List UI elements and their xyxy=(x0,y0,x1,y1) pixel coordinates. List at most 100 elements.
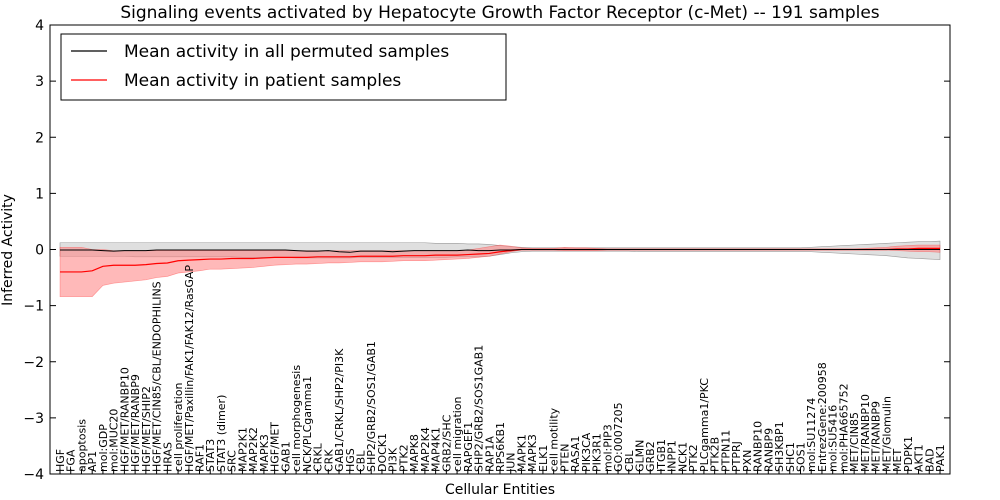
x-tick-label: NCK/PLCgamma1 xyxy=(301,376,314,472)
x-tick-label: HGF/MET/RANBP10 xyxy=(118,367,131,472)
x-tick-label: ELK1 xyxy=(537,445,550,472)
x-tick-label: HGS xyxy=(344,448,357,472)
x-tick-label: CBL xyxy=(354,450,367,472)
axes: −4 −3 −2 −1 0 1 2 3 4 xyxy=(23,18,951,483)
y-tick-label: 4 xyxy=(35,18,44,34)
x-tick-label: PLCgamma1/PKC xyxy=(698,378,711,472)
x-tick-label: mol:PIP3 xyxy=(601,424,614,472)
x-tick-label: EntrezGene:200958 xyxy=(816,362,829,472)
x-tick-label: MAP2K1 xyxy=(236,427,249,472)
legend-label-patient: Mean activity in patient samples xyxy=(124,71,401,91)
x-tick-label: GLMN xyxy=(634,440,647,472)
x-tick-label: HGF xyxy=(54,449,67,472)
x-tick-label: RASA1 xyxy=(569,436,582,472)
x-tick-label: CRK xyxy=(322,449,335,472)
x-tick-label: mol:PHA665752 xyxy=(837,383,850,472)
x-tick-label: SHC1 xyxy=(784,442,797,472)
y-tick-label: −4 xyxy=(23,467,44,483)
x-tick-label: RANBP10 xyxy=(752,421,765,472)
x-tick-label: ITGB1 xyxy=(655,439,668,472)
x-tick-label: HGF/MET/CIN85/CBL/ENDOPHILINS xyxy=(151,281,164,472)
x-tick-label: RANBP9 xyxy=(762,428,775,472)
x-tick-label: PIK3R1 xyxy=(591,433,604,472)
x-tick-label: MET/RANBP9 xyxy=(870,401,883,472)
y-axis-label: Inferred Activity xyxy=(0,194,16,306)
legend-box xyxy=(60,33,507,101)
x-tick-label: RAF1 xyxy=(194,444,207,472)
x-tick-label: SOS1 xyxy=(794,442,807,472)
x-tick-label: cell motility xyxy=(548,407,561,472)
x-tick-label: MET/CIN85 xyxy=(848,412,861,472)
x-tick-label: STAT3 xyxy=(204,439,217,472)
x-tick-label: SH3KBP1 xyxy=(773,421,786,472)
x-tick-label: cell proliferation xyxy=(172,382,185,472)
x-tick-label: GRB2/SHC xyxy=(440,414,453,472)
x-tick-label: MET xyxy=(891,449,904,472)
x-tick-label: HGF/MET xyxy=(269,422,282,472)
x-tick-label: mol:SU11274 xyxy=(805,398,818,472)
x-tick-label: PTEN xyxy=(558,443,571,472)
x-tick-label: RAP1A xyxy=(483,436,496,472)
x-tick-label: apoptosis xyxy=(75,419,88,472)
x-tick-label: PTK2 xyxy=(687,444,700,472)
x-tick-label: SHP2/GRB2/SOS1GAB1 xyxy=(473,345,486,472)
y-tick-label: −3 xyxy=(23,411,44,427)
x-tick-label: mol:SU5416 xyxy=(827,405,840,472)
y-tick-label: 3 xyxy=(35,74,44,90)
x-tick-label: CBL xyxy=(623,450,636,472)
x-tick-label: MET/RANBP10 xyxy=(859,394,872,472)
x-tick-label: PAK1 xyxy=(934,444,947,472)
x-tick-label: GAB1 xyxy=(279,441,292,472)
x-tick-label: MAPK3 xyxy=(258,434,271,472)
x-tick-label: GAB1/CRKL/SHP2/PI3K xyxy=(333,348,346,472)
x-tick-label: PIK3CA xyxy=(580,432,593,472)
x-tick-label: GO:0007205 xyxy=(612,402,625,472)
x-tick-label: MAP2K4 xyxy=(419,427,432,472)
x-tick-label: PTPN11 xyxy=(719,430,732,472)
x-tick-label: PI3K xyxy=(387,447,400,472)
x-tick-label: HGF/MET/RANBP9 xyxy=(129,374,142,472)
x-tick-label: HGF/MET/SHIP2 xyxy=(140,386,153,472)
x-tick-label: BAD xyxy=(923,448,936,472)
x-tick-label: INPP1 xyxy=(666,440,679,472)
x-tick-label: NCK1 xyxy=(676,442,689,472)
x-axis-label: Cellular Entities xyxy=(445,482,555,498)
x-tick-label: PXN xyxy=(741,450,754,472)
x-tick-label: SHP2/GRB2/SOS1/GAB1 xyxy=(365,341,378,472)
x-tick-label: HRAS xyxy=(161,442,174,472)
x-tick-label: MAPK1 xyxy=(515,434,528,472)
x-tick-label: JUN xyxy=(505,452,518,473)
x-tick-label: MET/Glomulin xyxy=(880,396,893,472)
x-tick-label: mol:MUC20 xyxy=(108,409,121,472)
permuted-mean-line xyxy=(60,249,940,253)
x-tick-label: MAPK3 xyxy=(526,434,539,472)
category-labels: HGFFGAapoptosisAP1mol:GDPmol:MUC20HGF/ME… xyxy=(54,265,947,473)
y-tick-label: 1 xyxy=(35,186,44,202)
y-tick-label: 2 xyxy=(35,130,44,146)
y-tick-label: −1 xyxy=(23,299,44,315)
chart-title: Signaling events activated by Hepatocyte… xyxy=(120,3,879,23)
x-tick-label: MAP4K1 xyxy=(430,427,443,472)
legend-label-permuted: Mean activity in all permuted samples xyxy=(124,42,449,62)
x-tick-label: AKT1 xyxy=(913,444,926,472)
legend: Mean activity in all permuted samples Me… xyxy=(60,33,507,101)
x-tick-label: RAPGEF1 xyxy=(462,422,475,472)
x-tick-label: FGA xyxy=(65,449,78,472)
x-tick-label: PTK2 xyxy=(397,444,410,472)
x-tick-label: PDPK1 xyxy=(902,436,915,472)
x-tick-label: GRB2 xyxy=(644,441,657,472)
x-tick-label: MAP2K2 xyxy=(247,427,260,472)
x-tick-label: DOCK1 xyxy=(376,433,389,472)
x-tick-label: mol:GDP xyxy=(97,424,110,472)
x-tick-label: MAPK8 xyxy=(408,434,421,472)
x-tick-label: RPS6KB1 xyxy=(494,422,507,472)
x-tick-label: cell migration xyxy=(451,396,464,472)
plot-area xyxy=(59,240,941,297)
x-tick-label: STAT3 (dimer) xyxy=(215,395,228,472)
x-tick-label: AP1 xyxy=(86,451,99,472)
y-tick-label: −2 xyxy=(23,355,44,371)
y-tick-label: 0 xyxy=(35,243,44,259)
x-tick-label: SRC xyxy=(226,450,239,472)
x-tick-label: PTPRJ xyxy=(730,441,743,472)
x-tick-label: HGF/MET/Paxillin/FAK1/FAK12/RasGAP xyxy=(183,265,196,472)
